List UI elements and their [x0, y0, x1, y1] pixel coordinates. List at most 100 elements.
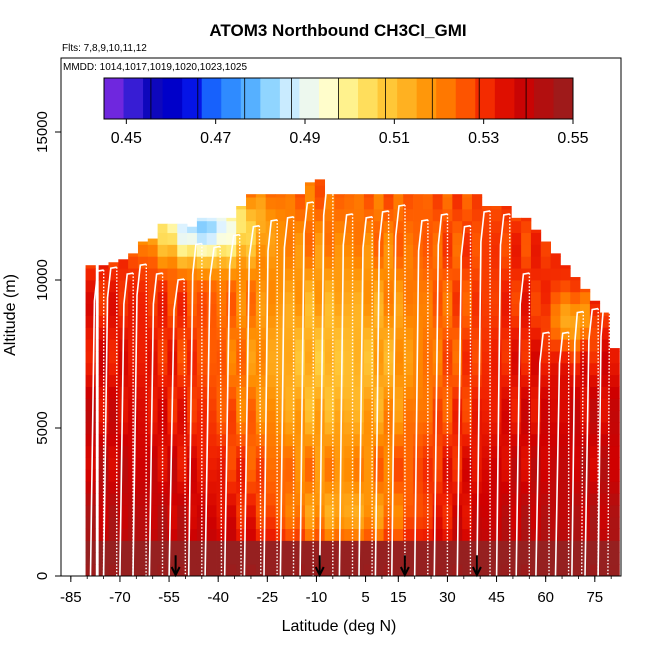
heatmap-cell	[206, 339, 217, 352]
heatmap-cell	[560, 362, 571, 376]
heatmap-cell	[521, 540, 532, 553]
heatmap-cell	[383, 303, 394, 316]
heatmap-cell	[226, 268, 237, 281]
heatmap-cell	[246, 516, 257, 530]
heatmap-cell	[85, 362, 96, 376]
heatmap-cell	[560, 339, 571, 352]
heatmap-cell	[570, 445, 581, 458]
heatmap-cell	[363, 481, 375, 494]
heatmap-cell	[580, 433, 591, 447]
heatmap-cell	[354, 280, 365, 293]
x-tick-label: -40	[207, 589, 229, 606]
heatmap-cell	[265, 493, 276, 506]
heatmap-cell	[580, 303, 591, 316]
heatmap-cell	[265, 315, 276, 328]
heatmap-cell	[236, 540, 247, 553]
heatmap-cell	[187, 504, 198, 518]
heatmap-cell	[85, 457, 96, 470]
heatmap-cell	[491, 232, 502, 245]
heatmap-cell	[344, 504, 355, 518]
heatmap-cell	[511, 244, 522, 257]
heatmap-cell	[226, 374, 237, 387]
heatmap-cell	[452, 194, 463, 198]
heatmap-cell	[413, 516, 424, 530]
heatmap-cell	[589, 528, 601, 541]
heatmap-cell	[363, 386, 375, 399]
heatmap-cell	[324, 481, 335, 494]
heatmap-cell	[393, 493, 404, 506]
heatmap-cell	[393, 504, 404, 518]
heatmap-cell	[187, 244, 198, 257]
heatmap-cell	[157, 256, 168, 269]
heatmap-cell	[452, 469, 463, 482]
heatmap-cell	[108, 481, 119, 494]
heatmap-cell	[530, 268, 542, 281]
heatmap-cell	[137, 362, 149, 376]
heatmap-cell	[481, 206, 493, 210]
heatmap-cell	[295, 433, 306, 447]
heatmap-cell	[550, 481, 561, 494]
heatmap-cell	[226, 280, 237, 293]
heatmap-cell	[216, 362, 227, 376]
heatmap-cell	[137, 422, 149, 435]
heatmap-cell	[413, 220, 424, 234]
heatmap-cell	[196, 493, 208, 506]
heatmap-cell	[98, 433, 109, 447]
heatmap-cell	[540, 410, 551, 423]
chart-title: ATOM3 Northbound CH3Cl_GMI	[209, 21, 466, 40]
heatmap-cell	[118, 386, 129, 399]
flight-ascent-trace	[554, 331, 569, 577]
heatmap-cell	[196, 232, 208, 245]
colorbar-cells	[104, 78, 574, 119]
heatmap-cell	[147, 457, 158, 470]
heatmap-cell	[265, 194, 276, 198]
heatmap-cell	[383, 564, 394, 577]
heatmap-cell	[373, 410, 384, 423]
heatmap-cell	[560, 552, 571, 565]
heatmap-cell	[471, 303, 483, 316]
heatmap-cell	[452, 386, 463, 399]
heatmap-cell	[344, 268, 355, 281]
heatmap-cell	[580, 493, 591, 506]
heatmap-cell	[216, 493, 227, 506]
heatmap-cell	[265, 268, 276, 281]
heatmap-cell	[403, 422, 414, 435]
heatmap-cell	[373, 422, 384, 435]
heatmap-cell	[226, 481, 237, 494]
heatmap-cell	[206, 445, 217, 458]
heatmap-cell	[246, 362, 257, 376]
heatmap-cell	[85, 291, 96, 305]
heatmap-cell	[344, 516, 355, 530]
heatmap-cell	[285, 291, 296, 305]
heatmap-cell	[393, 194, 404, 198]
heatmap-cell	[314, 244, 326, 257]
heatmap-cell	[167, 540, 178, 553]
flight-ascent-trace	[299, 201, 314, 577]
heatmap-cell	[167, 291, 178, 305]
heatmap-cell	[521, 327, 532, 340]
heatmap-cell	[481, 552, 493, 565]
heatmap-cell	[481, 410, 493, 423]
heatmap-cell	[363, 469, 375, 482]
heatmap-cell	[226, 433, 237, 447]
heatmap-cell	[580, 504, 591, 518]
heatmap-cell	[285, 410, 296, 423]
heatmap-cell	[98, 374, 109, 387]
heatmap-cell	[246, 386, 257, 399]
heatmap-cell	[511, 268, 522, 281]
heatmap-cell	[589, 540, 601, 553]
heatmap-cell	[206, 351, 217, 364]
heatmap-cell	[403, 469, 414, 482]
heatmap-cell	[393, 374, 404, 387]
heatmap-cell	[550, 398, 561, 411]
heatmap-cell	[354, 445, 365, 458]
heatmap-cell	[481, 469, 493, 482]
heatmap-cell	[324, 244, 335, 257]
heatmap-cell	[560, 291, 571, 305]
heatmap-cell	[491, 208, 502, 222]
heatmap-cell	[216, 303, 227, 316]
heatmap-cell	[550, 256, 561, 269]
heatmap-cell	[236, 339, 247, 352]
heatmap-cell	[108, 445, 119, 458]
heatmap-cell	[167, 528, 178, 541]
